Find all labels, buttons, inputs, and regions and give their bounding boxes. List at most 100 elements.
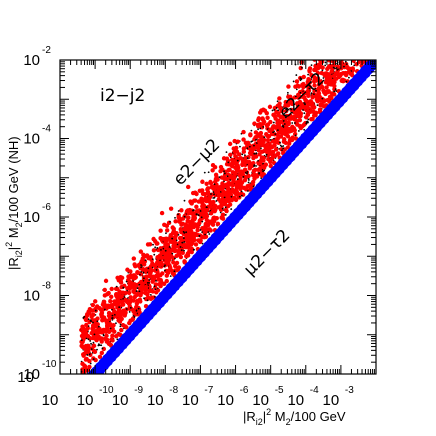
red-point	[316, 87, 322, 92]
red-point	[358, 33, 362, 37]
red-point	[100, 318, 105, 323]
red-point	[151, 263, 157, 268]
blue-point	[66, 398, 74, 406]
red-point	[320, 54, 322, 56]
red-point	[377, 32, 381, 36]
red-point	[346, 46, 350, 50]
red-point	[354, 18, 356, 20]
blue-point	[64, 402, 72, 410]
red-point	[361, 48, 365, 52]
red-point	[285, 108, 288, 111]
red-point	[380, 4, 384, 8]
red-point	[197, 239, 203, 245]
red-point	[190, 236, 195, 241]
red-point	[354, 54, 356, 56]
red-point	[123, 290, 128, 296]
red-point	[241, 137, 246, 142]
red-point	[127, 281, 132, 287]
red-point	[275, 136, 280, 141]
red-point	[97, 354, 103, 360]
red-point	[282, 119, 285, 122]
blue-point	[68, 397, 76, 405]
red-point	[164, 264, 166, 267]
red-point	[86, 354, 89, 356]
red-point	[317, 44, 321, 48]
red-point	[367, 40, 369, 42]
red-point	[315, 70, 321, 76]
red-point	[243, 154, 246, 157]
red-point	[355, 44, 359, 48]
x-tick-label: 10	[252, 392, 269, 409]
blue-point	[86, 376, 94, 384]
red-point	[337, 56, 339, 58]
red-point	[92, 349, 98, 355]
red-point	[337, 57, 339, 59]
red-point	[356, 33, 360, 37]
red-point	[307, 118, 310, 121]
red-point	[83, 315, 86, 318]
red-point	[316, 104, 319, 107]
red-point	[377, 21, 381, 25]
red-point	[364, 32, 368, 36]
red-point	[382, 32, 386, 36]
red-point	[367, 22, 371, 26]
red-point	[227, 202, 233, 207]
red-point	[265, 137, 271, 143]
red-point	[356, 41, 360, 45]
red-point	[342, 37, 344, 39]
red-point	[378, 23, 380, 25]
red-point	[377, 41, 381, 45]
red-point	[92, 321, 94, 324]
red-point	[265, 115, 270, 121]
red-point	[273, 153, 278, 158]
red-point	[357, 21, 359, 23]
red-point	[92, 358, 95, 361]
red-point	[367, 38, 371, 42]
red-point	[320, 40, 324, 44]
red-point	[339, 42, 343, 46]
red-point	[134, 304, 139, 310]
red-point	[224, 213, 227, 216]
red-point	[375, 42, 379, 46]
red-point	[129, 306, 132, 309]
red-point	[272, 121, 275, 124]
red-point	[272, 143, 277, 148]
red-point	[358, 48, 362, 52]
red-point	[153, 253, 156, 256]
red-point	[238, 156, 244, 161]
red-point	[303, 128, 306, 131]
red-point	[97, 325, 100, 328]
red-point	[325, 89, 330, 94]
red-point	[90, 302, 96, 308]
red-point	[228, 174, 233, 179]
red-point	[305, 104, 310, 110]
blue-band	[56, 60, 376, 419]
blue-point	[56, 411, 64, 419]
blue-point	[62, 405, 70, 413]
red-point	[373, 34, 377, 38]
red-point	[342, 53, 346, 57]
red-point	[183, 241, 186, 243]
red-point	[236, 178, 239, 181]
red-point	[294, 95, 297, 98]
red-point	[211, 208, 216, 213]
red-point	[136, 287, 139, 290]
red-point	[362, 38, 364, 40]
red-point	[373, 43, 377, 47]
red-point	[352, 19, 356, 23]
blue-point	[65, 401, 73, 409]
red-point	[367, 12, 371, 16]
red-point	[281, 139, 287, 144]
red-point	[145, 242, 151, 247]
red-point	[289, 97, 294, 102]
red-point	[337, 55, 341, 59]
blue-point	[58, 409, 66, 417]
red-point	[345, 80, 348, 83]
red-point	[344, 42, 348, 46]
red-point	[288, 137, 294, 143]
red-point	[374, 43, 376, 45]
red-point	[174, 260, 180, 266]
red-point	[367, 35, 371, 39]
red-point	[344, 40, 348, 44]
red-point	[380, 18, 384, 22]
